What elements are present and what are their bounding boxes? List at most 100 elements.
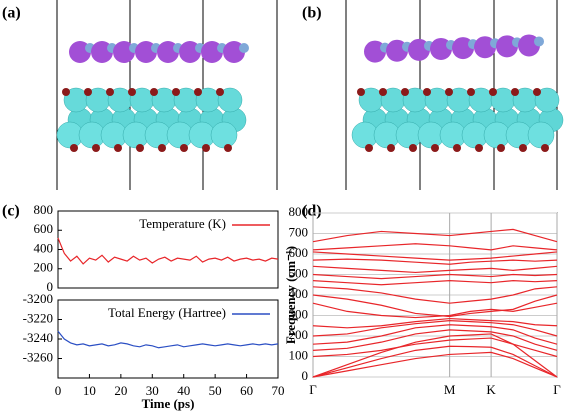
y-tick-label: 0 bbox=[47, 279, 54, 294]
y-axis-label: Frequency (cm⁻¹) bbox=[283, 246, 298, 344]
series-line bbox=[312, 337, 558, 358]
x-tick-label: 50 bbox=[209, 383, 222, 398]
atom bbox=[114, 144, 122, 152]
atom bbox=[70, 144, 78, 152]
atom bbox=[453, 144, 461, 152]
atom bbox=[379, 88, 387, 96]
atom bbox=[224, 144, 232, 152]
atom bbox=[401, 88, 409, 96]
y-tick-label: 600 bbox=[289, 245, 309, 260]
x-tick-label: K bbox=[486, 382, 496, 397]
atom bbox=[489, 88, 497, 96]
y-tick-label: -3200 bbox=[23, 291, 53, 306]
y-tick-label: 800 bbox=[34, 202, 54, 217]
atom bbox=[136, 144, 144, 152]
series-line bbox=[312, 333, 558, 378]
x-tick-label: 20 bbox=[114, 383, 127, 398]
atom bbox=[527, 121, 555, 149]
series-line bbox=[312, 273, 558, 280]
series-line bbox=[312, 243, 558, 251]
atom bbox=[431, 144, 439, 152]
y-tick-label: -3220 bbox=[23, 310, 53, 325]
series-line bbox=[312, 320, 558, 337]
atom bbox=[445, 88, 453, 96]
atom bbox=[239, 43, 249, 53]
panel-label: (c) bbox=[2, 203, 20, 220]
atom bbox=[519, 144, 527, 152]
atom bbox=[92, 144, 100, 152]
y-tick-label: 700 bbox=[289, 224, 309, 239]
atom bbox=[534, 36, 544, 47]
y-tick-label: 800 bbox=[289, 204, 309, 219]
atom bbox=[511, 88, 519, 96]
y-tick-label: 0 bbox=[302, 368, 309, 383]
atom bbox=[180, 144, 188, 152]
series-line bbox=[312, 324, 558, 345]
series-line bbox=[312, 329, 558, 351]
series-line bbox=[57, 330, 279, 349]
series-line bbox=[312, 265, 558, 274]
series-line bbox=[312, 280, 558, 286]
atom bbox=[62, 88, 70, 96]
atom bbox=[128, 88, 136, 96]
x-tick-label: 40 bbox=[177, 383, 190, 398]
y-tick-label: 600 bbox=[34, 221, 54, 236]
atom bbox=[106, 88, 114, 96]
x-tick-label: 60 bbox=[240, 383, 253, 398]
atom bbox=[84, 88, 92, 96]
x-tick-label: 10 bbox=[83, 383, 96, 398]
series-line bbox=[312, 351, 558, 378]
series-line bbox=[312, 345, 558, 378]
y-tick-label: -3240 bbox=[23, 330, 53, 345]
x-tick-label: 0 bbox=[55, 383, 62, 398]
series-line bbox=[312, 302, 558, 319]
atom bbox=[217, 87, 243, 113]
atom bbox=[534, 87, 560, 113]
y-tick-label: 200 bbox=[34, 260, 54, 275]
x-tick-label: Γ bbox=[553, 382, 561, 397]
y-tick-label: 400 bbox=[289, 286, 309, 301]
atom bbox=[423, 88, 431, 96]
series-line bbox=[57, 237, 279, 265]
atom bbox=[216, 88, 224, 96]
series-line bbox=[312, 258, 558, 265]
atom bbox=[365, 144, 373, 152]
series-line bbox=[312, 317, 558, 329]
y-tick-label: 200 bbox=[289, 327, 309, 342]
atom bbox=[475, 144, 483, 152]
x-tick-label: M bbox=[444, 382, 456, 397]
series-line bbox=[312, 228, 558, 243]
series-line bbox=[312, 251, 558, 261]
structures bbox=[56, 0, 564, 190]
y-tick-label: -3260 bbox=[23, 349, 53, 364]
atom bbox=[467, 88, 475, 96]
x-axis-label: Time (ps) bbox=[142, 396, 195, 411]
x-tick-label: 70 bbox=[272, 383, 285, 398]
atom bbox=[194, 88, 202, 96]
atom bbox=[202, 144, 210, 152]
y-tick-label: 500 bbox=[289, 265, 309, 280]
y-tick-label: 100 bbox=[289, 347, 309, 362]
y-tick-label: 400 bbox=[34, 240, 54, 255]
atom bbox=[357, 88, 365, 96]
atom bbox=[409, 144, 417, 152]
atom bbox=[210, 121, 238, 149]
series-line bbox=[312, 286, 558, 304]
atom bbox=[158, 144, 166, 152]
legend-label: Total Energy (Hartree) bbox=[108, 305, 226, 320]
series-line bbox=[312, 294, 558, 318]
x-tick-label: 30 bbox=[146, 383, 159, 398]
legend-label: Temperature (K) bbox=[139, 216, 226, 231]
y-tick-label: 300 bbox=[289, 306, 309, 321]
x-tick-label: Γ bbox=[309, 382, 317, 397]
atom bbox=[172, 88, 180, 96]
panel-label: (d) bbox=[302, 203, 322, 220]
panel-label: (b) bbox=[302, 5, 322, 22]
panel-label: (a) bbox=[2, 5, 21, 22]
atom bbox=[533, 88, 541, 96]
atom bbox=[541, 144, 549, 152]
atom bbox=[387, 144, 395, 152]
atom bbox=[150, 88, 158, 96]
atom bbox=[497, 144, 505, 152]
